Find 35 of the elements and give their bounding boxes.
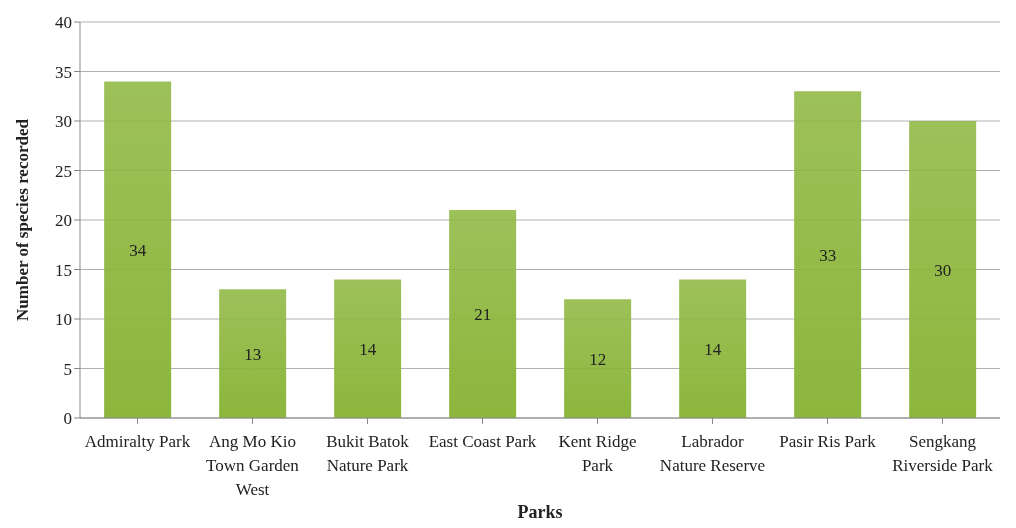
data-label: 14 bbox=[704, 339, 722, 359]
bar bbox=[449, 210, 517, 418]
x-tick-label: Labrador Nature Reserve bbox=[658, 431, 767, 477]
x-tick-label: Pasir Ris Park bbox=[778, 431, 877, 453]
bar bbox=[104, 81, 172, 418]
data-label: 21 bbox=[474, 305, 492, 325]
bar bbox=[794, 91, 862, 418]
bar bbox=[909, 121, 977, 418]
x-tick-label: Kent Ridge Park bbox=[557, 431, 638, 477]
bar bbox=[334, 279, 402, 418]
x-axis-title: Parks bbox=[517, 502, 563, 522]
x-tick-label: Ang Mo Kio Town Garden West bbox=[205, 431, 300, 501]
y-tick-label: 35 bbox=[55, 62, 72, 82]
y-tick-label: 15 bbox=[55, 260, 72, 280]
bar bbox=[219, 289, 287, 418]
data-label: 33 bbox=[819, 245, 837, 265]
y-tick-label: 0 bbox=[63, 409, 72, 429]
x-tick-label: Sengkang Riverside Park bbox=[891, 431, 994, 477]
data-label: 30 bbox=[934, 260, 952, 280]
y-tick-label: 25 bbox=[55, 161, 72, 181]
bar bbox=[564, 299, 632, 418]
y-tick-label: 10 bbox=[55, 310, 72, 330]
y-tick-label: 5 bbox=[63, 359, 72, 379]
y-tick-label: 30 bbox=[55, 112, 72, 132]
x-tick-label: Admiralty Park bbox=[83, 431, 192, 453]
y-tick-label: 20 bbox=[55, 211, 72, 231]
data-label: 14 bbox=[359, 339, 377, 359]
data-label: 34 bbox=[129, 240, 147, 260]
data-label: 13 bbox=[244, 344, 262, 364]
bar bbox=[679, 279, 747, 418]
y-tick-label: 40 bbox=[55, 13, 72, 33]
x-tick-label: East Coast Park bbox=[427, 431, 538, 453]
y-axis-title: Number of species recorded bbox=[13, 118, 33, 321]
x-tick-label: Bukit Batok Nature Park bbox=[325, 431, 410, 477]
data-label: 12 bbox=[589, 349, 607, 369]
